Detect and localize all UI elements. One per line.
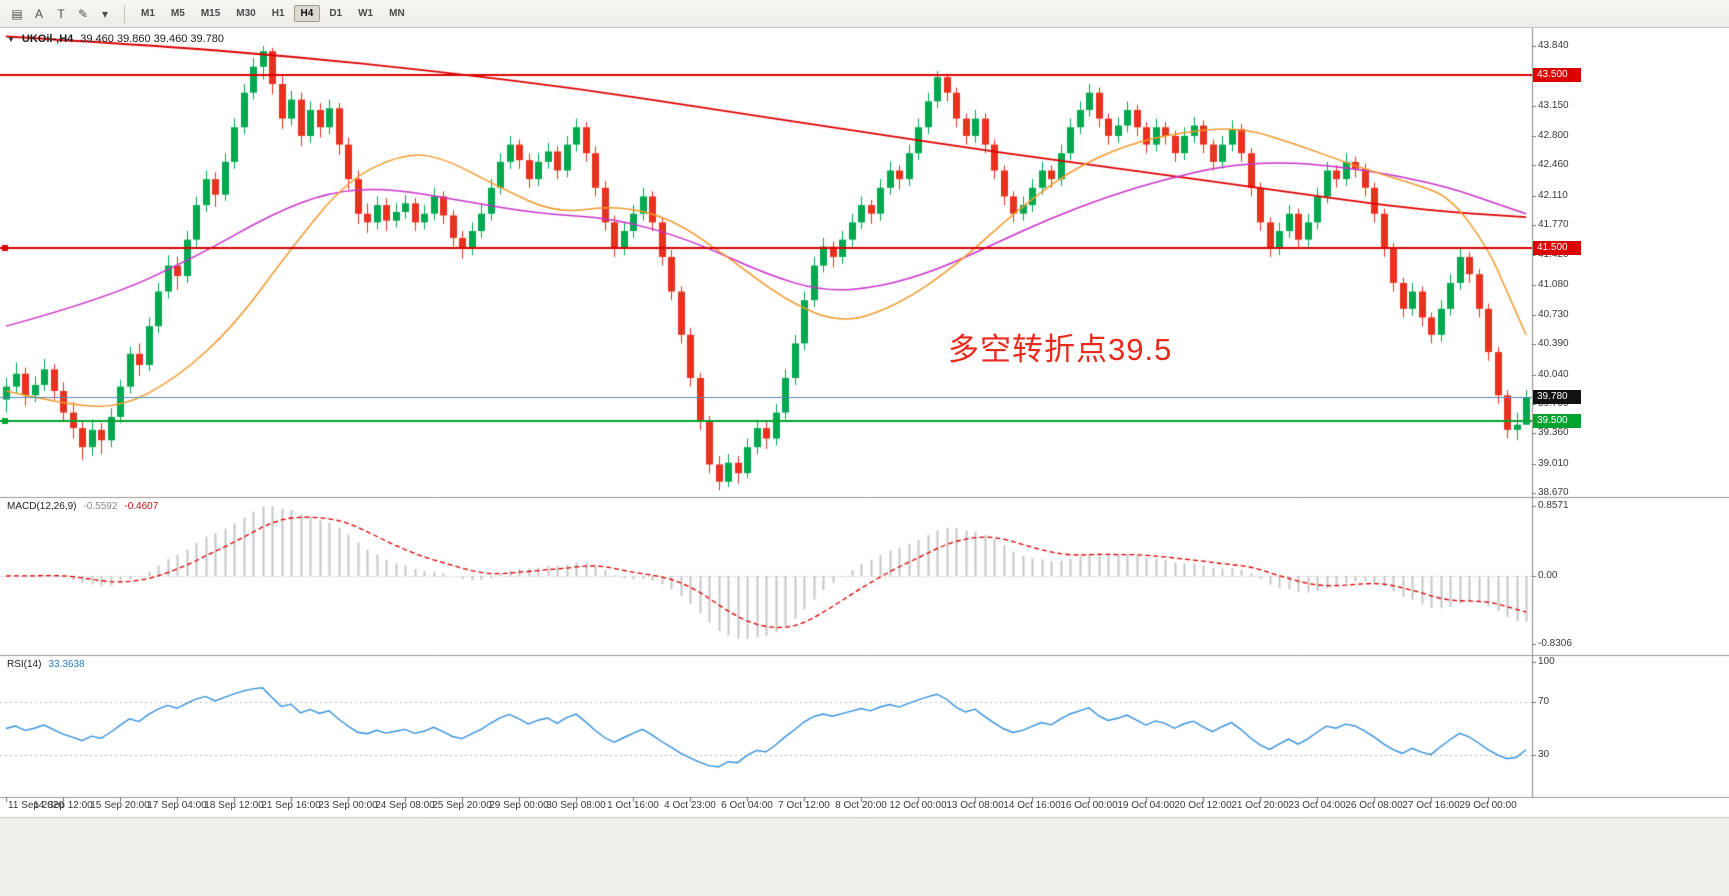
time-axis-label: 23 Oct 04:00 xyxy=(1288,800,1346,811)
time-axis-label: 15 Sep 20:00 xyxy=(90,800,150,811)
toolbar: ▤ A T ✎ ▾ M1 M5 M15 M30 H1 H4 D1 W1 MN xyxy=(0,0,1729,28)
price-axis-tick: 40.730 xyxy=(1538,308,1569,320)
time-axis-label: 27 Oct 16:00 xyxy=(1402,800,1460,811)
ohlc-values: 39.460 39.860 39.460 39.780 xyxy=(80,33,225,45)
symbol-label: UKOil-,H4 xyxy=(21,33,74,45)
time-axis-label: 21 Sep 16:00 xyxy=(261,800,321,811)
macd-signal-value: -0.4607 xyxy=(124,501,159,512)
time-axis-label: 14 Oct 16:00 xyxy=(1003,800,1061,811)
tf-button-m30[interactable]: M30 xyxy=(236,8,256,19)
chart-area: ▼ UKOil-,H4 39.460 39.860 39.460 39.780 … xyxy=(0,28,1729,896)
tool-dropdown-caret-icon[interactable]: ▾ xyxy=(101,6,109,21)
rsi-axis-tick: 30 xyxy=(1538,749,1550,760)
time-axis-label: 29 Oct 00:00 xyxy=(1459,800,1517,811)
price-axis-tick: 40.040 xyxy=(1538,368,1569,380)
price-axis-tick: 39.360 xyxy=(1538,427,1569,439)
rsi-indicator-label: RSI(14) 33.3638 xyxy=(7,659,85,670)
macd-axis-tick: -0.8306 xyxy=(1538,637,1572,649)
rsi-value: 33.3638 xyxy=(48,659,85,670)
price-axis-tick: 40.390 xyxy=(1538,338,1569,350)
time-axis-label: 12 Oct 00:00 xyxy=(889,800,947,811)
macd-name: MACD(12,26,9) xyxy=(7,501,77,512)
chart-annotation[interactable]: 多空转折点39.5 xyxy=(948,332,1173,367)
tf-button-m1[interactable]: M1 xyxy=(141,8,155,19)
rsi-axis-tick: 100 xyxy=(1538,656,1555,668)
time-axis-label: 30 Sep 08:00 xyxy=(546,800,606,811)
rsi-axis-tick: 70 xyxy=(1538,696,1550,707)
tf-button-h4[interactable]: H4 xyxy=(293,5,321,22)
time-axis-label: 16 Oct 00:00 xyxy=(1060,800,1118,811)
toolbar-separator xyxy=(124,4,125,23)
price-badge: 39.780 xyxy=(1533,390,1581,405)
price-badge: 43.500 xyxy=(1533,68,1581,83)
time-axis-label: 6 Oct 04:00 xyxy=(721,800,773,811)
macd-axis-tick: 0.8571 xyxy=(1538,500,1569,511)
price-badge: 41.500 xyxy=(1533,241,1581,256)
tf-button-h1[interactable]: H1 xyxy=(271,8,285,19)
time-axis-label: 7 Oct 12:00 xyxy=(778,800,830,811)
time-axis-label: 13 Oct 08:00 xyxy=(946,800,1004,811)
time-axis-label: 4 Oct 23:00 xyxy=(664,800,716,811)
tf-button-d1[interactable]: D1 xyxy=(329,8,343,19)
chart-canvas[interactable] xyxy=(0,28,1729,896)
time-axis-label: 25 Sep 20:00 xyxy=(432,800,492,811)
time-axis-label: 18 Sep 12:00 xyxy=(204,800,264,811)
time-axis-label: 17 Sep 04:00 xyxy=(147,800,207,811)
text-tool-icon[interactable]: T xyxy=(57,6,65,21)
draw-tool-icon[interactable]: ✎ xyxy=(77,6,89,21)
tf-button-w1[interactable]: W1 xyxy=(358,8,374,19)
price-axis-tick: 43.840 xyxy=(1538,40,1569,51)
price-axis-tick: 38.670 xyxy=(1538,487,1569,498)
price-badge: 39.500 xyxy=(1533,414,1581,429)
price-axis-tick: 42.460 xyxy=(1538,159,1569,171)
time-axis-label: 24 Sep 08:00 xyxy=(375,800,435,811)
time-axis-label: 29 Sep 00:00 xyxy=(489,800,549,811)
time-axis-label: 26 Oct 08:00 xyxy=(1345,800,1403,811)
price-axis-tick: 42.110 xyxy=(1538,189,1568,201)
price-axis-tick: 39.010 xyxy=(1538,457,1569,469)
macd-main-value: -0.5592 xyxy=(83,501,118,512)
macd-axis-tick: 0.00 xyxy=(1538,570,1558,581)
timeframe-group: M1 M5 M15 M30 H1 H4 D1 W1 MN xyxy=(133,5,413,22)
tf-button-m5[interactable]: M5 xyxy=(170,8,185,19)
chart-title: ▼ UKOil-,H4 39.460 39.860 39.460 39.780 xyxy=(7,33,224,45)
tf-button-mn[interactable]: MN xyxy=(389,8,405,19)
cursor-tool-icon[interactable]: A xyxy=(34,6,43,21)
time-axis-label: 20 Oct 12:00 xyxy=(1174,800,1232,811)
time-axis-label: 14 Sep 12:00 xyxy=(33,800,93,811)
time-axis-label: 19 Oct 04:00 xyxy=(1117,800,1175,811)
toolbar-icon-group: ▤ A T ✎ ▾ xyxy=(6,4,116,24)
time-axis-label: 1 Oct 16:00 xyxy=(607,800,659,811)
price-axis-tick: 41.770 xyxy=(1538,218,1569,230)
time-axis-label: 23 Sep 00:00 xyxy=(318,800,378,811)
price-axis-tick: 41.080 xyxy=(1538,278,1569,290)
one-click-arrow-icon[interactable]: ▼ xyxy=(7,34,15,44)
macd-indicator-label: MACD(12,26,9) -0.5592 -0.4607 xyxy=(7,501,158,512)
rsi-name: RSI(14) xyxy=(7,659,42,670)
price-axis-tick: 43.150 xyxy=(1538,99,1569,111)
price-axis-tick: 42.800 xyxy=(1538,129,1569,141)
tf-button-m15[interactable]: M15 xyxy=(200,8,221,19)
time-axis-label: 21 Oct 20:00 xyxy=(1231,800,1289,811)
time-axis-label: 8 Oct 20:00 xyxy=(835,800,887,811)
charts-grid-icon[interactable]: ▤ xyxy=(11,6,23,21)
time-axis-label: 11 Sep 2020 xyxy=(8,800,64,811)
